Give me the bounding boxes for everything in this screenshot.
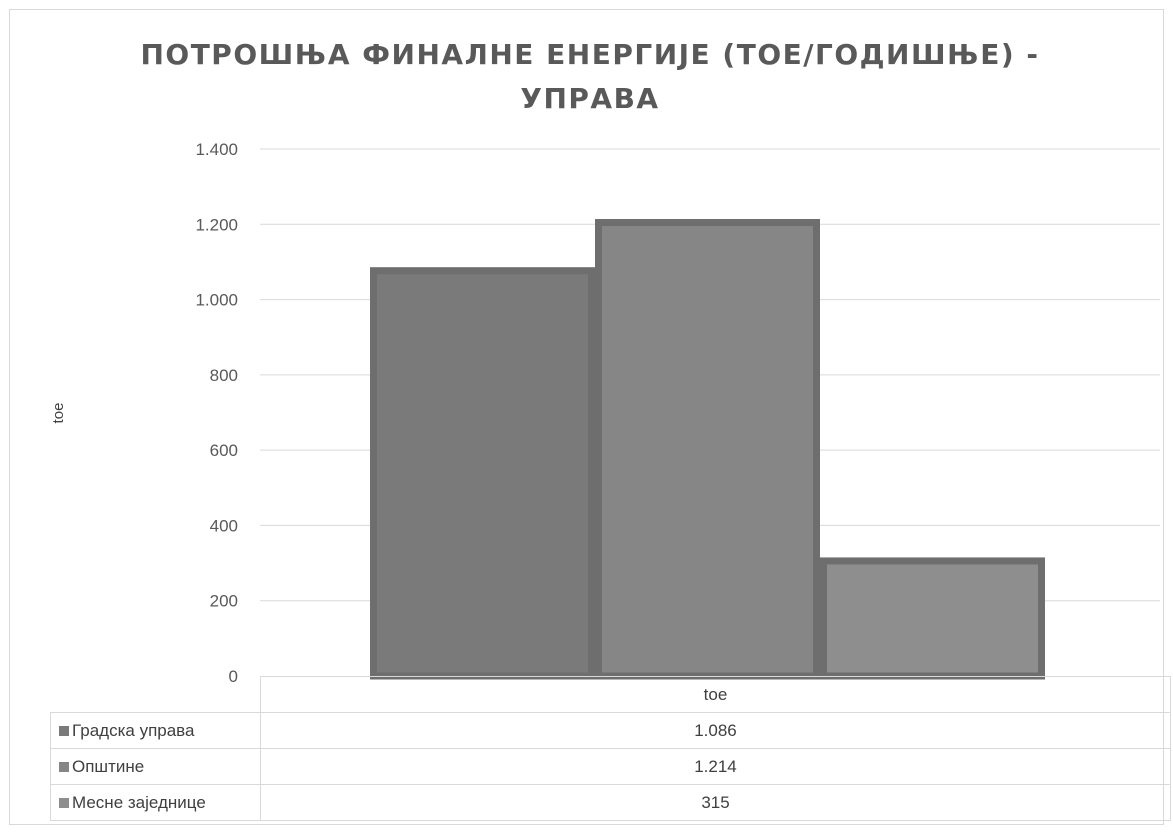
y-tick-label: 1.200	[195, 215, 238, 234]
data-value-label: 1.086	[260, 712, 1171, 749]
table-corner-cell	[50, 676, 261, 713]
y-tick-label: 800	[210, 366, 238, 385]
legend-entry: Општине	[50, 748, 261, 785]
y-tick-label: 400	[210, 516, 238, 535]
legend-label: Месне заједнице	[72, 792, 206, 812]
y-tick-label: 1.000	[195, 291, 238, 310]
legend-swatch	[59, 761, 69, 772]
chart-title: ПОТРОШЊА ФИНАЛНЕ ЕНЕРГИЈЕ (ТОЕ/ГОДИШЊЕ) …	[60, 33, 1120, 121]
legend-label: Градска управа	[72, 720, 195, 740]
data-value-label: 315	[260, 784, 1171, 821]
category-label: toe	[260, 676, 1171, 713]
legend-entry: Месне заједнице	[50, 784, 261, 821]
y-tick-label: 600	[210, 441, 238, 460]
table-row: Градска управа 1.086	[50, 712, 1171, 749]
legend-entry: Градска управа	[50, 712, 261, 749]
legend-swatch	[59, 725, 69, 736]
chart-title-line-2: УПРАВА	[520, 82, 660, 115]
table-row: Месне заједнице 315	[50, 784, 1171, 821]
bar-3	[820, 557, 1045, 680]
table-header-row: toe	[50, 676, 1171, 713]
legend-swatch	[59, 797, 69, 808]
bar-1	[370, 267, 595, 680]
chart-title-line-1: ПОТРОШЊА ФИНАЛНЕ ЕНЕРГИЈЕ (ТОЕ/ГОДИШЊЕ) …	[140, 38, 1040, 71]
legend-label: Општине	[72, 756, 145, 776]
data-table: toe Градска управа 1.086 Општине 1.214 Месне…	[50, 676, 1171, 821]
table-row: Општине 1.214	[50, 748, 1171, 785]
y-tick-label: 1.400	[195, 140, 238, 159]
data-value-label: 1.214	[260, 748, 1171, 785]
y-tick-label: 200	[210, 592, 238, 611]
bar-2	[595, 219, 820, 680]
